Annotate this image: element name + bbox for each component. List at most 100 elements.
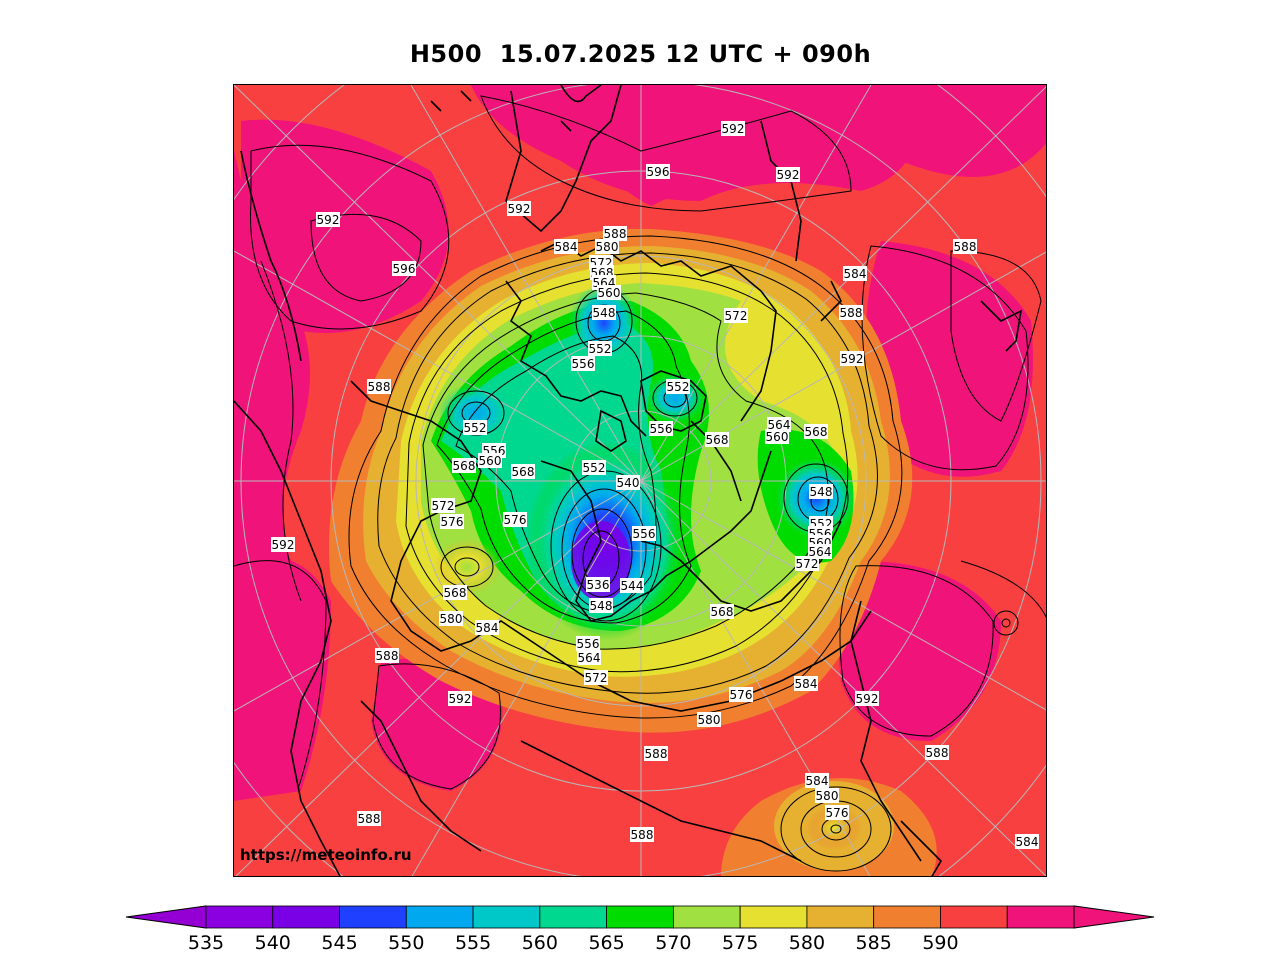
contour-label: 572 [795,556,819,571]
contour-label-text: 544 [621,579,644,593]
contour-label-text: 584 [844,267,867,281]
contour-label: 552 [463,420,487,435]
contour-label-text: 576 [441,515,464,529]
contour-label-text: 584 [555,240,578,254]
colorbar-segment [806,905,875,929]
contour-label-text: 588 [368,380,391,394]
contour-label: 596 [646,164,670,179]
contour-label: 564 [577,650,601,665]
contour-label-text: 588 [954,240,977,254]
contour-label-text: 572 [432,499,455,513]
contour-label: 548 [589,598,613,613]
high-west [241,119,449,333]
contour-label: 568 [443,585,467,600]
contour-label: 584 [1015,834,1039,849]
contour-label: 560 [597,285,621,300]
contour-label-text: 592 [272,538,295,552]
contour-label-text: 556 [572,357,595,371]
contour-label-text: 596 [647,165,670,179]
colorbar-over-arrow [1073,905,1155,929]
colorbar-tick-label: 540 [255,932,291,954]
contour-label: 548 [592,305,616,320]
contour-label: 588 [953,239,977,254]
contour-label: 568 [710,604,734,619]
contour-label: 588 [367,379,391,394]
contour-label: 560 [765,429,789,444]
colorbar-segment [272,905,340,929]
contour-label: 568 [452,458,476,473]
colorbar-segment [405,905,474,929]
contour-label-text: 576 [826,806,849,820]
watermark-url[interactable]: https://meteoinfo.ru [240,846,412,864]
contour-label: 572 [584,670,608,685]
contour-label-text: 584 [1016,835,1039,849]
southwest-low [433,539,501,595]
contour-label: 568 [804,424,828,439]
colorbar-tick-label: 590 [922,932,958,954]
contour-label: 556 [576,636,600,651]
contour-label: 552 [588,341,612,356]
high-north [471,85,923,201]
contour-label-text: 556 [633,527,656,541]
high-east [866,241,1033,477]
high-southwest [234,556,331,801]
contour-label: 556 [632,526,656,541]
colorbar-tick-label: 560 [522,932,558,954]
contour-label-text: 572 [725,309,748,323]
colorbar-segment [1006,905,1075,929]
contour-label-text: 588 [358,812,381,826]
contour-label: 564 [767,417,791,432]
contour-label: 592 [840,351,864,366]
contour-label-text: 576 [504,513,527,527]
contour-label-text: 592 [449,692,472,706]
contour-label: 584 [805,773,829,788]
contour-label: 580 [595,239,619,254]
contour-label-text: 568 [706,433,729,447]
contour-label-text: 552 [464,421,487,435]
colorbar-under-arrow [126,905,207,929]
contour-label: 576 [440,514,464,529]
contour-label-text: 548 [593,306,616,320]
contour-label-text: 584 [476,621,499,635]
contour-label-text: 588 [376,649,399,663]
colorbar-segment [606,905,674,929]
contour-label: 560 [478,453,502,468]
contour-label: 556 [649,421,673,436]
colorbar-segment [472,905,541,929]
contour-label: 588 [603,226,627,241]
contour-label-text: 592 [722,122,745,136]
contour-label: 572 [724,308,748,323]
contour-label: 580 [815,788,839,803]
contour-label-text: 592 [777,168,800,182]
contour-label-text: 572 [585,671,608,685]
contour-label: 568 [705,432,729,447]
chart-title: H500 15.07.2025 12 UTC + 090h [409,40,872,68]
contour-label-text: 564 [768,418,791,432]
contour-label: 572 [431,498,455,513]
colorbar-tick-label: 585 [856,932,892,954]
colorbar-tick-label: 575 [722,932,758,954]
contour-label: 584 [475,620,499,635]
colorbar-tick-label: 570 [655,932,691,954]
contour-label: 592 [316,212,340,227]
contour-label: 592 [271,537,295,552]
colorbar-segment [940,905,1008,929]
contour-label: 588 [630,827,654,842]
colorbar-segment [205,905,274,929]
contour-label: 592 [448,691,472,706]
colorbar-segments [205,905,1075,929]
contour-label-text: 572 [796,557,819,571]
contour-label-text: 580 [440,612,463,626]
contour-label-text: 568 [711,605,734,619]
contour-label-text: 588 [645,747,668,761]
contour-label: 588 [925,745,949,760]
colorbar-tick-label: 565 [588,932,624,954]
contour-label-text: 584 [795,677,818,691]
contour-label-text: 564 [578,651,601,665]
contour-label-text: 580 [698,713,721,727]
colorbar-tick-label: 550 [388,932,424,954]
colorbar-tick-labels: 535 540 545 550 555 560 565 570 575 580 585 590 [188,932,959,954]
contour-label-text: 568 [453,459,476,473]
contour-label-text: 560 [598,286,621,300]
